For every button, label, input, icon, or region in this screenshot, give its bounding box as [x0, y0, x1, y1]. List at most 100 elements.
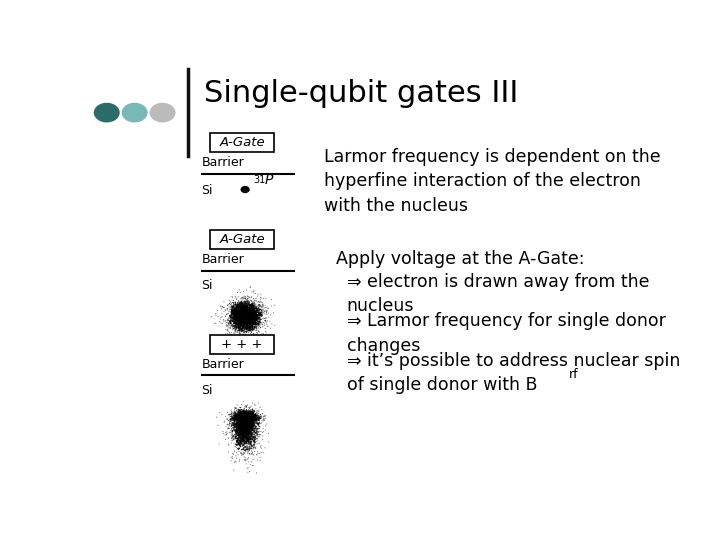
Point	[235, 414, 246, 423]
Point	[235, 309, 247, 318]
Point	[251, 314, 262, 323]
Point	[240, 416, 251, 425]
Point	[238, 315, 250, 324]
Point	[240, 328, 252, 336]
Point	[240, 410, 251, 419]
Point	[235, 417, 246, 426]
Point	[243, 318, 254, 327]
Point	[240, 313, 252, 321]
Point	[239, 420, 251, 428]
Point	[241, 415, 253, 424]
Point	[247, 301, 258, 310]
Point	[239, 416, 251, 425]
Point	[238, 427, 250, 436]
Point	[242, 315, 253, 323]
Point	[237, 314, 248, 323]
Point	[244, 433, 256, 442]
Point	[238, 420, 250, 429]
Point	[240, 416, 251, 424]
Point	[230, 407, 242, 416]
Point	[240, 420, 251, 428]
Point	[240, 418, 252, 427]
Point	[239, 414, 251, 422]
Point	[241, 415, 253, 424]
Point	[239, 316, 251, 325]
Point	[241, 434, 253, 442]
Point	[240, 305, 252, 313]
Point	[247, 461, 258, 470]
Point	[242, 315, 253, 323]
Point	[260, 306, 271, 315]
Point	[230, 323, 242, 332]
Point	[244, 410, 256, 419]
Point	[227, 418, 238, 427]
Point	[232, 444, 243, 453]
Point	[235, 318, 247, 326]
Point	[243, 310, 255, 319]
Point	[238, 312, 250, 320]
Point	[245, 322, 256, 331]
Point	[239, 417, 251, 426]
Point	[241, 312, 253, 320]
Point	[237, 410, 248, 418]
Point	[239, 415, 251, 423]
Point	[239, 416, 251, 424]
Point	[250, 311, 261, 320]
Point	[244, 314, 256, 323]
Point	[234, 417, 246, 426]
Point	[237, 316, 248, 325]
Point	[255, 309, 266, 318]
Point	[240, 415, 251, 424]
Point	[255, 308, 266, 317]
Point	[238, 415, 250, 423]
Point	[240, 445, 252, 454]
Point	[238, 419, 250, 428]
Point	[241, 312, 253, 320]
Point	[239, 315, 251, 324]
Point	[254, 305, 266, 314]
Point	[239, 414, 251, 422]
Point	[235, 315, 247, 323]
Point	[235, 320, 247, 328]
Point	[245, 434, 256, 443]
Point	[245, 319, 256, 328]
Point	[245, 415, 256, 424]
Point	[239, 314, 251, 322]
Point	[234, 429, 246, 437]
Point	[234, 312, 246, 321]
Point	[230, 315, 242, 324]
Point	[241, 416, 253, 425]
Point	[246, 328, 257, 336]
Point	[248, 437, 259, 446]
Point	[246, 302, 258, 310]
Point	[233, 309, 244, 318]
Point	[241, 422, 253, 430]
Point	[265, 310, 276, 319]
Point	[238, 416, 249, 424]
Point	[239, 409, 251, 418]
Point	[225, 305, 236, 314]
Point	[259, 411, 271, 420]
Point	[234, 414, 246, 423]
Point	[240, 414, 251, 423]
Point	[240, 416, 252, 424]
Point	[232, 310, 243, 319]
Point	[240, 439, 252, 448]
Point	[243, 418, 255, 427]
Point	[230, 306, 242, 315]
Point	[234, 424, 246, 433]
Point	[238, 318, 250, 326]
Point	[239, 411, 251, 420]
Point	[239, 416, 251, 424]
Point	[237, 411, 248, 420]
Point	[229, 422, 240, 431]
Point	[246, 313, 258, 321]
Point	[236, 413, 248, 421]
Point	[239, 411, 251, 420]
Point	[239, 416, 251, 425]
Point	[245, 419, 256, 428]
Point	[246, 300, 258, 309]
Point	[239, 420, 251, 428]
Point	[240, 327, 252, 335]
Point	[241, 328, 253, 336]
